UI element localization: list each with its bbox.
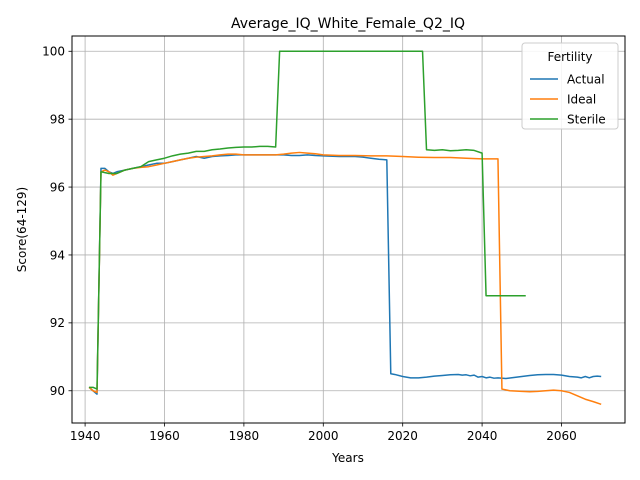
x-tick-label: 1960 [149, 429, 180, 443]
x-axis-label: Years [331, 451, 364, 465]
plot-frame [71, 35, 626, 424]
x-tick-label: 2060 [546, 429, 577, 443]
legend-title: Fertility [547, 50, 592, 64]
series-line-sterile [89, 50, 526, 390]
y-axis-label: Score(64-129) [15, 187, 29, 272]
y-tick-label: 92 [50, 316, 65, 330]
series-line-actual [88, 154, 602, 395]
x-tick-label: 1940 [70, 429, 101, 443]
y-tick-label: 98 [50, 112, 65, 126]
legend: Fertility Actual Ideal Sterile [521, 42, 619, 130]
x-tick-label: 1980 [229, 429, 260, 443]
y-tick-label: 96 [50, 180, 65, 194]
x-tick-label: 2000 [308, 429, 339, 443]
legend-box [521, 42, 619, 130]
legend-label-actual: Actual [567, 72, 605, 86]
y-tick-label: 100 [42, 45, 65, 59]
axis-ticks: 1940 1960 1980 2000 2020 2040 2060 90 92 94 96 98 10… [42, 45, 577, 443]
y-tick-label: 94 [50, 248, 65, 262]
grid [72, 36, 625, 423]
series-lines [88, 50, 602, 406]
y-tick-label: 90 [50, 384, 65, 398]
x-tick-label: 2040 [467, 429, 498, 443]
chart-title: Average_IQ_White_Female_Q2_IQ [231, 16, 465, 32]
legend-label-ideal: Ideal [567, 92, 596, 106]
legend-label-sterile: Sterile [567, 112, 606, 126]
x-tick-label: 2020 [387, 429, 418, 443]
